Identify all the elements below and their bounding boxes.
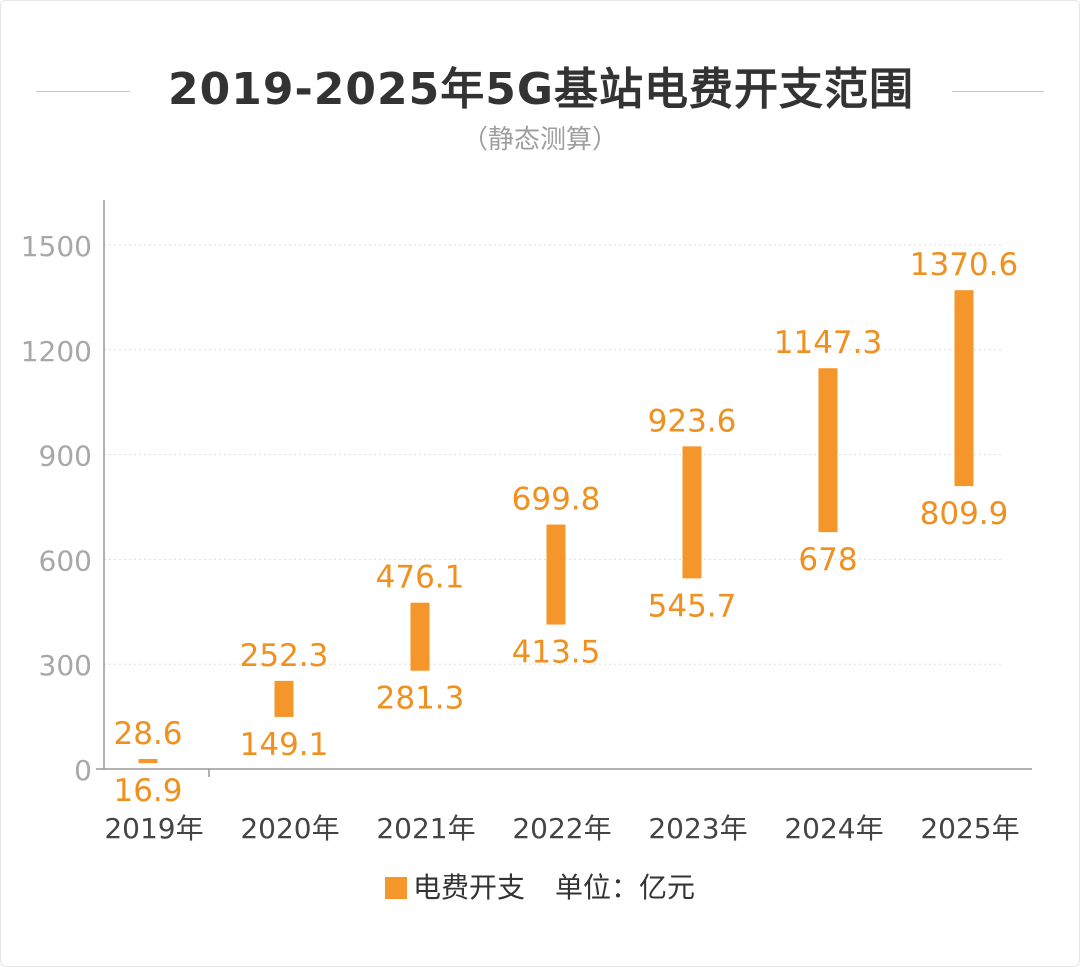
data-label-low: 545.7 [648,588,737,624]
x-category-label: 2023年 [648,812,747,845]
y-tick-label: 0 [74,754,92,787]
data-label-high: 1147.3 [774,325,882,361]
y-tick-label: 600 [39,544,92,577]
range-bar [818,368,838,533]
legend: 电费开支 单位：亿元 [0,866,1080,910]
y-tick-label: 900 [39,440,92,473]
range-bar [274,680,294,717]
title-divider-left [36,91,130,92]
x-category-label: 2019年 [104,812,203,845]
data-label-high: 699.8 [512,482,601,518]
x-category-label: 2025年 [920,812,1019,845]
legend-series-label: 电费开支 [412,871,525,904]
x-category-label: 2020年 [240,812,339,845]
y-tick-label: 1200 [21,335,92,368]
data-label-high: 476.1 [376,560,465,596]
unit-label: 单位：亿元 [555,871,696,904]
title-divider-right [952,91,1044,92]
range-bar [954,290,974,487]
data-label-low: 149.1 [240,727,329,763]
x-category-label: 2022年 [512,812,611,845]
x-category-label: 2021年 [376,812,475,845]
range-bar [410,602,430,671]
chart-subtitle: （静态测算） [461,125,618,155]
data-label-high: 252.3 [240,638,329,674]
data-label-low: 281.3 [376,681,465,717]
legend-swatch [384,877,407,899]
chart-title: 2019-2025年5G基站电费开支范围 [168,64,914,115]
data-label-low: 16.9 [113,773,182,809]
x-category-label: 2024年 [784,812,883,845]
y-tick-label: 1500 [21,230,92,263]
data-label-low: 678 [798,542,857,578]
data-label-high: 28.6 [113,716,182,752]
range-bar [138,759,158,764]
data-label-low: 413.5 [512,635,601,671]
range-bar [682,446,702,579]
title-row: 2019-2025年5G基站电费开支范围 [0,58,1080,122]
range-bar [546,524,566,625]
data-label-high: 1370.6 [910,247,1018,283]
data-label-high: 923.6 [648,403,737,439]
y-tick-label: 300 [39,649,92,682]
data-label-low: 809.9 [920,496,1009,532]
